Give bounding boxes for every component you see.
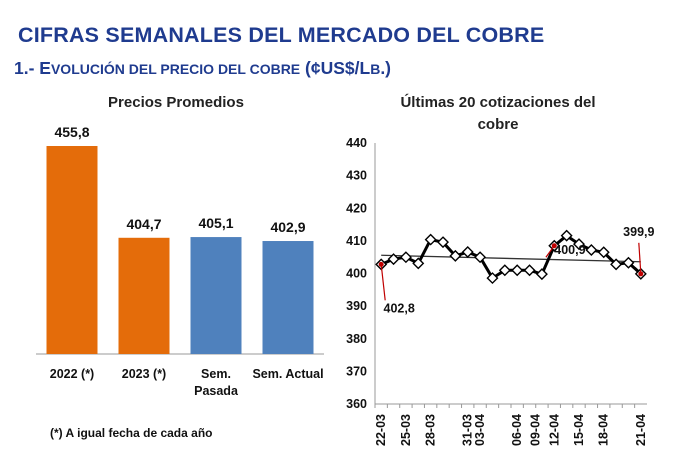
bar-chart-average-prices: Precios Promedios 455,8 2022 (*) 404,7 2023 … — [36, 94, 324, 440]
subtitle-prefix: 1.- E — [14, 58, 51, 78]
price-point-marker — [597, 246, 610, 259]
bar-category-label: 2023 (*) — [122, 367, 166, 381]
x-tick-label: 15-04 — [572, 414, 586, 446]
bar-2 — [118, 237, 170, 354]
price-point-marker — [399, 251, 412, 264]
price-point-marker — [387, 253, 400, 266]
annotation-arrow — [380, 264, 386, 301]
annotation-arrow — [638, 242, 642, 274]
y-tick-label: 380 — [346, 332, 367, 346]
annotation-arrowhead — [551, 243, 557, 249]
x-tick-label: 06-04 — [510, 414, 524, 446]
subtitle-unit-close: .) — [380, 58, 392, 78]
y-tick-label: 370 — [346, 364, 367, 378]
bar-category-label: Sem. Actual — [252, 367, 323, 381]
bar-chart-footnote: (*) A igual fecha de cada año — [50, 426, 212, 440]
bar-value-label: 402,9 — [270, 219, 305, 235]
bar-category-label: 2022 (*) — [50, 367, 94, 381]
y-tick-label: 420 — [346, 201, 367, 215]
price-series-line — [380, 234, 642, 280]
bar-4 — [262, 241, 314, 354]
x-tick-label: 09-04 — [529, 414, 543, 446]
subtitle-unit-caps: B — [370, 61, 381, 77]
price-point-marker — [535, 268, 548, 281]
x-tick-label: 31-03 — [461, 414, 475, 446]
y-tick-label: 360 — [346, 397, 367, 411]
bar-category-label: Pasada — [194, 384, 239, 398]
y-tick-label: 440 — [346, 136, 367, 150]
price-point-marker — [461, 245, 474, 258]
subtitle-unit-open: (¢US$/L — [300, 58, 371, 78]
line-chart-title: cobre — [478, 116, 519, 133]
annotation-label: 400,9 — [554, 243, 585, 257]
y-tick-label: 430 — [346, 169, 367, 183]
x-tick-label: 25-03 — [399, 414, 413, 446]
bar-3 — [190, 237, 242, 354]
line-chart-title: Últimas 20 cotizaciones del — [400, 93, 595, 111]
price-point-marker — [610, 258, 623, 271]
y-tick-label: 400 — [346, 267, 367, 281]
price-point-marker — [424, 233, 437, 246]
page-title: CIFRAS SEMANALES DEL MERCADO DEL COBRE — [18, 23, 545, 47]
y-tick-label: 410 — [346, 234, 367, 248]
bar-value-label: 455,8 — [54, 124, 89, 140]
x-tick-label: 18-04 — [597, 414, 611, 446]
x-tick-label: 28-03 — [424, 414, 438, 446]
price-point-marker — [412, 257, 425, 270]
price-point-marker — [573, 238, 585, 251]
price-point-marker — [585, 244, 598, 256]
x-tick-label: 03-04 — [473, 414, 487, 446]
price-point-marker — [523, 264, 536, 277]
price-point-marker — [498, 264, 511, 277]
x-tick-label: 22-03 — [374, 414, 388, 446]
x-tick-label: 12-04 — [547, 414, 561, 446]
bar-category-label: Sem. — [201, 367, 231, 381]
price-point-marker — [474, 251, 487, 264]
y-tick-label: 390 — [346, 299, 367, 313]
annotation-label: 399,9 — [623, 225, 654, 239]
bar-1 — [46, 146, 98, 354]
bar-value-label: 405,1 — [198, 215, 233, 231]
price-point-marker — [437, 236, 449, 249]
price-point-marker — [511, 264, 524, 277]
x-tick-label: 21-04 — [634, 414, 648, 446]
bar-chart-title: Precios Promedios — [108, 94, 244, 111]
price-point-marker — [560, 229, 573, 242]
price-point-marker — [622, 256, 635, 269]
price-point-marker — [449, 249, 462, 262]
bar-value-label: 404,7 — [126, 216, 161, 232]
trendline — [381, 254, 641, 263]
page-subtitle: 1.- EVOLUCIÓN DEL PRECIO DEL COBRE (¢US$… — [14, 58, 391, 79]
subtitle-caps: VOLUCIÓN DEL PRECIO DEL COBRE — [50, 61, 301, 77]
annotation-arrowhead — [378, 261, 384, 267]
price-point-marker — [486, 272, 499, 285]
annotation-arrowhead — [638, 271, 644, 277]
line-chart-last-20-quotes: Últimas 20 cotizaciones del cobre 360 370 38… — [346, 93, 654, 446]
annotation-label: 402,8 — [384, 301, 415, 315]
